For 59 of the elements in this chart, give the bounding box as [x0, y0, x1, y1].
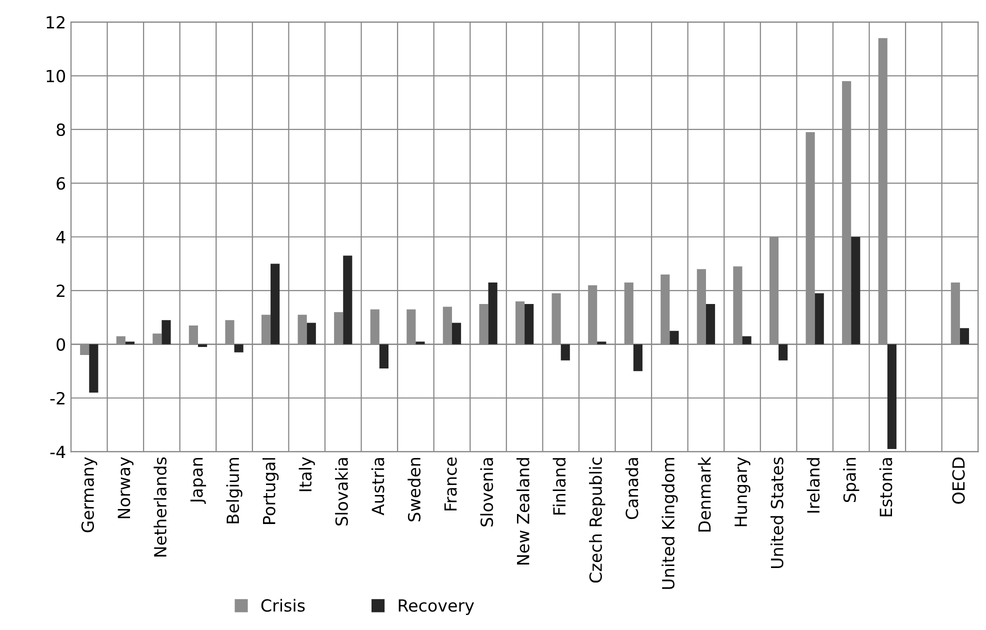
y-tick-label: 12 [46, 16, 64, 28]
bar [597, 342, 606, 344]
x-tick-label: Ireland [806, 458, 820, 513]
bar [814, 293, 824, 344]
bar [851, 236, 860, 344]
x-tick-label: Netherlands [154, 457, 167, 557]
bar [416, 342, 425, 344]
bar [198, 344, 208, 347]
bar [306, 322, 316, 344]
x-tick-label: Germany [81, 457, 98, 532]
x-tick-label: Japan [190, 458, 206, 504]
bar [706, 304, 716, 344]
x-tick-label: Italy [298, 457, 315, 492]
bar [125, 342, 134, 344]
bar [270, 264, 280, 344]
x-tick-label: Norway [118, 457, 134, 518]
bar [452, 322, 462, 344]
x-tick-label: Portugal [262, 458, 279, 524]
x-tick-label: Slovakia [335, 458, 348, 526]
bar [778, 344, 788, 360]
x-tick-label: Denmark [698, 456, 711, 532]
y-tick-label: 6 [56, 177, 66, 190]
bar [670, 330, 679, 344]
x-tick-label: Estonia [879, 458, 892, 516]
x-tick-label: France [444, 457, 457, 510]
legend-label: Crisis [261, 598, 305, 612]
x-tick-label: United Kingdom [662, 458, 678, 589]
bar [234, 344, 244, 352]
y-tick-label: 0 [56, 338, 66, 351]
x-tick-label: Austria [371, 458, 384, 516]
bar [162, 320, 171, 344]
x-tick-label: Canada [625, 458, 638, 520]
bar [560, 344, 570, 360]
bar [89, 344, 98, 393]
bar [960, 328, 970, 344]
y-tick-label: 4 [56, 231, 66, 244]
y-tick-label: 10 [46, 70, 66, 82]
x-tick-label: Czech Republic [589, 458, 606, 583]
y-tick-label: -2 [50, 392, 64, 404]
bar [379, 344, 388, 368]
x-tick-label: New Zealand [516, 458, 530, 564]
x-tick-label: Sweden [408, 458, 421, 522]
x-tick-label: Belgium [226, 458, 242, 524]
legend-label: Recovery [398, 599, 474, 615]
bar [488, 282, 498, 344]
bar [633, 344, 642, 372]
y-tick-label: 2 [56, 284, 64, 297]
bar [742, 336, 752, 344]
bar [343, 256, 352, 344]
x-tick-label: Slovenia [480, 458, 494, 526]
bar [524, 304, 534, 344]
x-tick-label: Spain [843, 458, 860, 502]
x-tick-label: Finland [552, 458, 566, 514]
x-tick-label: United States [770, 457, 784, 568]
y-tick-label: -4 [50, 446, 66, 458]
y-tick-label: 8 [56, 123, 65, 136]
x-tick-label: OECD [952, 458, 965, 504]
bar [887, 344, 896, 450]
x-tick-label: Hungary [734, 457, 750, 526]
